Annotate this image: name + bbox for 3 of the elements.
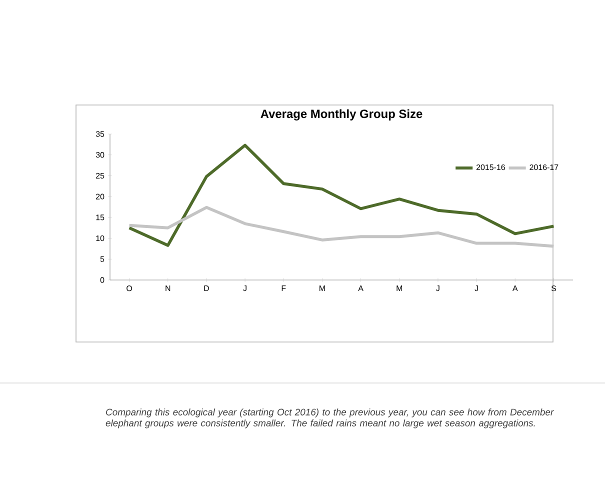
text: Comparing this ecological year (starting Oct 2016) to the previous year, you can see how from December elephant groups were consistently smaller. The failed rains meant no large wet season aggregations. [106,408,554,428]
chart-title: Average Monthly Group Size [260,109,422,120]
line-series [128,206,556,248]
